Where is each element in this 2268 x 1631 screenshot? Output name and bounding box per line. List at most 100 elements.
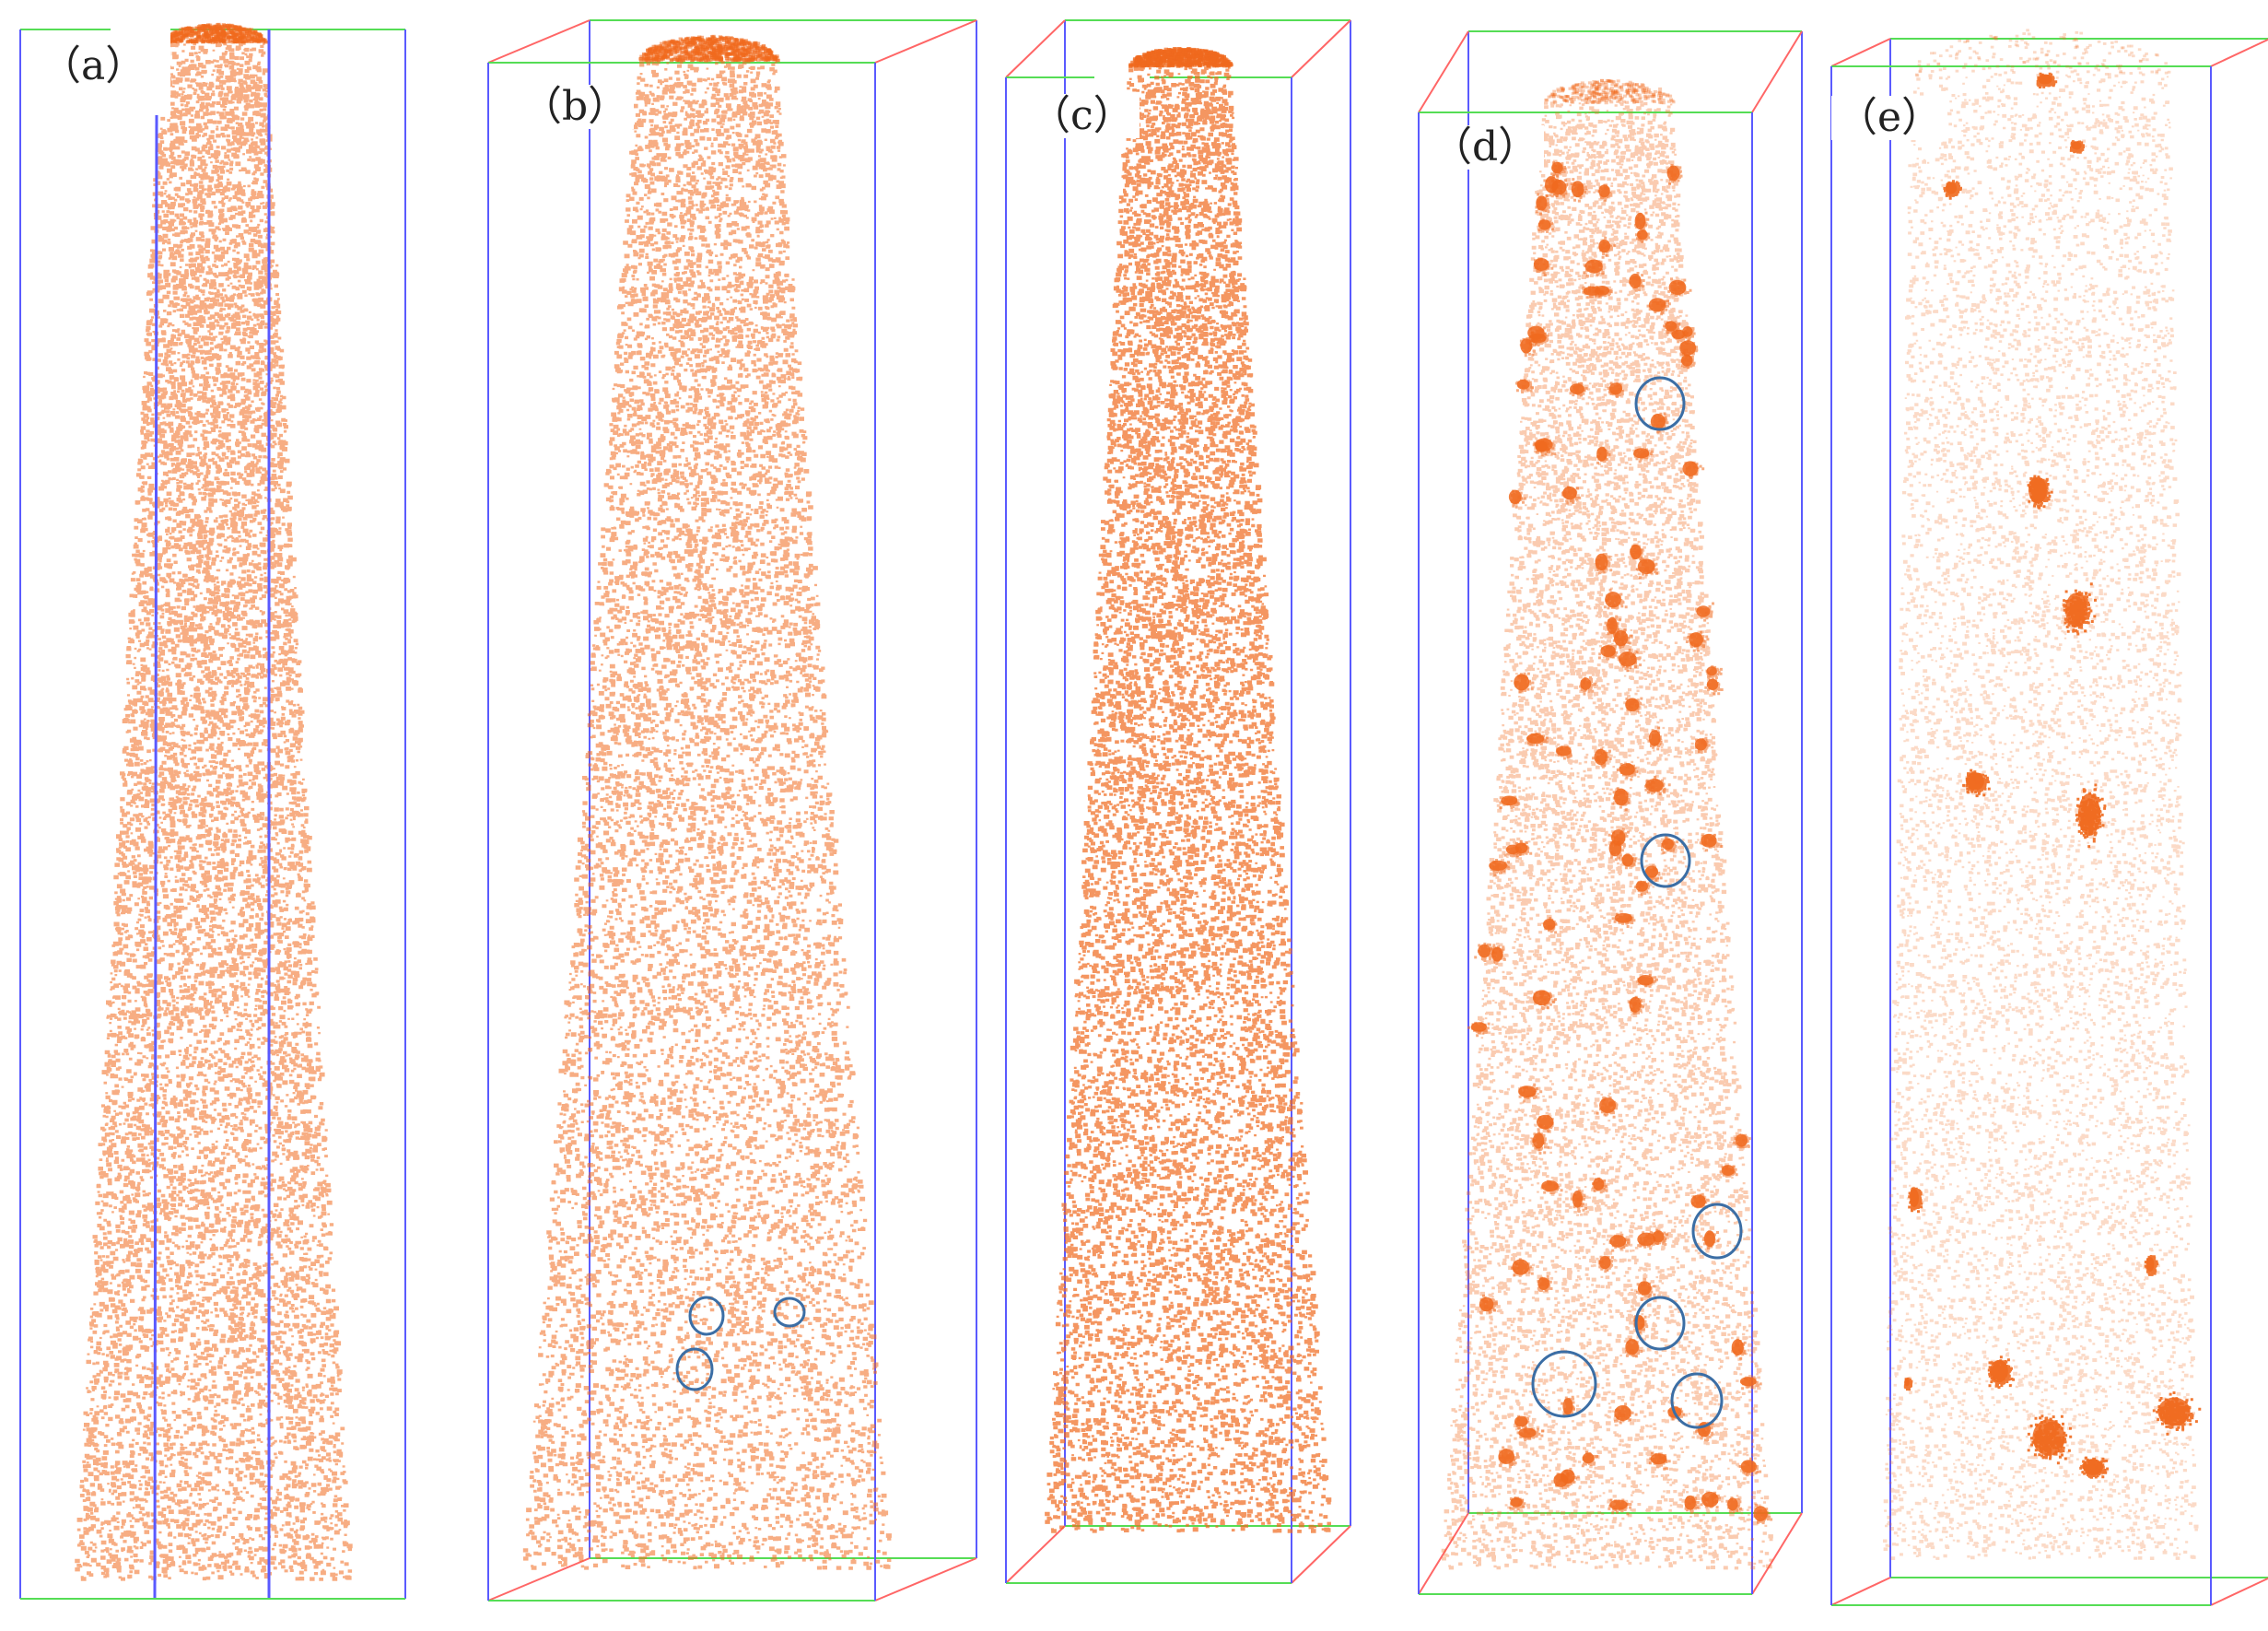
panel-b-circle-3 (675, 1347, 714, 1391)
panel-d-cluster-65 (1543, 175, 1563, 198)
panel-e-box-edge-bl (1830, 1577, 1891, 1606)
panel-d-cluster-68 (1652, 1228, 1669, 1246)
panel-d-cluster-106 (1542, 917, 1558, 934)
panel-b-box-edge-tr (874, 19, 977, 64)
panel-d-cluster-51 (1701, 1230, 1720, 1250)
panel-d-cluster-26 (1511, 1258, 1534, 1277)
panel-b-atom-cloud (522, 34, 892, 1570)
panel-d-cluster-1 (1699, 833, 1724, 852)
panel-d-cluster-81 (1536, 1114, 1554, 1132)
panel-d-cluster-35 (1666, 164, 1683, 185)
panel-d-cluster-67 (1694, 736, 1711, 754)
panel-d-box-edge-br (1751, 1512, 1803, 1595)
panel-d (1418, 30, 1803, 1595)
panel-d-cluster-38 (1679, 339, 1699, 359)
panel-d-cluster-94 (1514, 1414, 1529, 1429)
panel-d-cluster-0 (1608, 1233, 1631, 1252)
panel-d-cluster-40 (1508, 489, 1527, 509)
panel-e-cluster-11 (2079, 1456, 2110, 1479)
panel-d-cluster-52 (1637, 1230, 1660, 1250)
panel-d-cluster-29 (1700, 1491, 1721, 1509)
panel-d-cluster-97 (1680, 352, 1696, 370)
panel-d-cluster-45 (1526, 732, 1549, 746)
panel-d-cluster-18 (1733, 1133, 1751, 1149)
panel-e-cluster-13 (1903, 1377, 1913, 1391)
panel-d-cluster-7 (1569, 381, 1588, 397)
panel-b-circle-2 (773, 1297, 806, 1328)
panel-a-atom-cloud (75, 22, 353, 1581)
panel-d-cluster-98 (1527, 325, 1547, 346)
panel-d-cluster-80 (1616, 763, 1639, 781)
panel-d-cluster-59 (1611, 912, 1636, 928)
panel-d-cluster-36 (1596, 446, 1611, 464)
panel-d-cluster-119 (1646, 298, 1671, 316)
panel-d-cluster-73 (1647, 726, 1663, 751)
panel-c-atom-cloud (1045, 47, 1332, 1533)
panel-d-cluster-76 (1753, 1503, 1773, 1525)
panel-a-axis-left (153, 114, 158, 1600)
panel-e-cluster-0 (2036, 72, 2058, 88)
panel-d-atom-cloud (1441, 78, 1773, 1570)
panel-d-circle-4 (1634, 1296, 1686, 1351)
panel-label-b: （b） (516, 85, 635, 129)
panel-e (1830, 29, 2268, 1606)
panel-d-cluster-105 (1633, 448, 1654, 463)
panel-d-cluster-10 (1636, 973, 1658, 988)
panel-d-cluster-110 (1499, 795, 1521, 810)
panel-d-cluster-44 (1705, 665, 1723, 680)
panel-d-cluster-79 (1595, 553, 1613, 575)
panel-e-cluster-8 (2144, 1255, 2159, 1276)
panel-d-circle-3 (1691, 1203, 1743, 1260)
panel-d-cluster-72 (1635, 229, 1651, 243)
panel-d-cluster-61 (1532, 990, 1558, 1011)
panel-d-cluster-3 (1535, 193, 1550, 216)
panel-d-cluster-28 (1537, 1274, 1553, 1292)
panel-d-cluster-102 (1592, 1177, 1608, 1194)
panel-e-box-edge-br (2210, 1577, 2268, 1606)
panel-d-cluster-17 (1684, 1495, 1700, 1514)
panel-d-cluster-6 (1498, 1446, 1520, 1469)
panel-c-box-edge-bl (1005, 1525, 1066, 1584)
panel-b (487, 19, 977, 1602)
panel-d-cluster-20 (1629, 272, 1645, 292)
panel-d-cluster-24 (1515, 379, 1534, 393)
panel-e-box-edge-tl (1830, 38, 1891, 67)
panel-b-box-edge-tl (487, 19, 590, 64)
panel-e-cluster-4 (2063, 582, 2097, 636)
panel-d-cluster-12 (1661, 836, 1679, 854)
panel-e-cluster-3 (2027, 475, 2053, 510)
panel-d-cluster-88 (1648, 1452, 1671, 1471)
panel-d-cluster-53 (1509, 1496, 1526, 1511)
panel-d-cluster-103 (1628, 995, 1644, 1015)
panel-d-cluster-108 (1570, 1189, 1587, 1213)
panel-d-circle-5 (1531, 1350, 1597, 1418)
panel-e-box-edge-tr (2210, 38, 2268, 67)
panel-d-cluster-25 (1518, 1083, 1543, 1103)
panel-d-cluster-32 (1597, 644, 1619, 661)
panel-d-cluster-116 (1690, 1192, 1710, 1209)
panel-d-cluster-2 (1597, 1255, 1614, 1273)
panel-c-box-edge-tr (1291, 19, 1351, 78)
panel-e-cluster-9 (1987, 1355, 2016, 1390)
panel-d-cluster-107 (1681, 326, 1696, 339)
panel-d-cluster-117 (1604, 615, 1621, 638)
panel-d-cluster-84 (1550, 161, 1567, 177)
panel-d-circle-1 (1634, 376, 1686, 431)
panel-d-cluster-64 (1738, 1457, 1762, 1477)
panel-d-cluster-87 (1597, 183, 1613, 202)
panel-e-cluster-2 (1943, 180, 1962, 200)
panel-d-cluster-55 (1489, 859, 1511, 876)
panel-d-cluster-60 (1561, 1395, 1575, 1416)
panel-d-cluster-41 (1719, 1165, 1738, 1178)
panel-d-cluster-83 (1514, 840, 1533, 857)
panel-d-circle-6 (1670, 1372, 1724, 1429)
panel-a (19, 22, 406, 1600)
panel-d-cluster-34 (1598, 236, 1617, 259)
panel-d-cluster-37 (1650, 412, 1669, 434)
panel-d-cluster-23 (1516, 1426, 1544, 1442)
panel-d-cluster-114 (1559, 1467, 1580, 1487)
panel-d-cluster-49 (1635, 557, 1658, 580)
panel-c-box-edge-br (1291, 1525, 1351, 1584)
